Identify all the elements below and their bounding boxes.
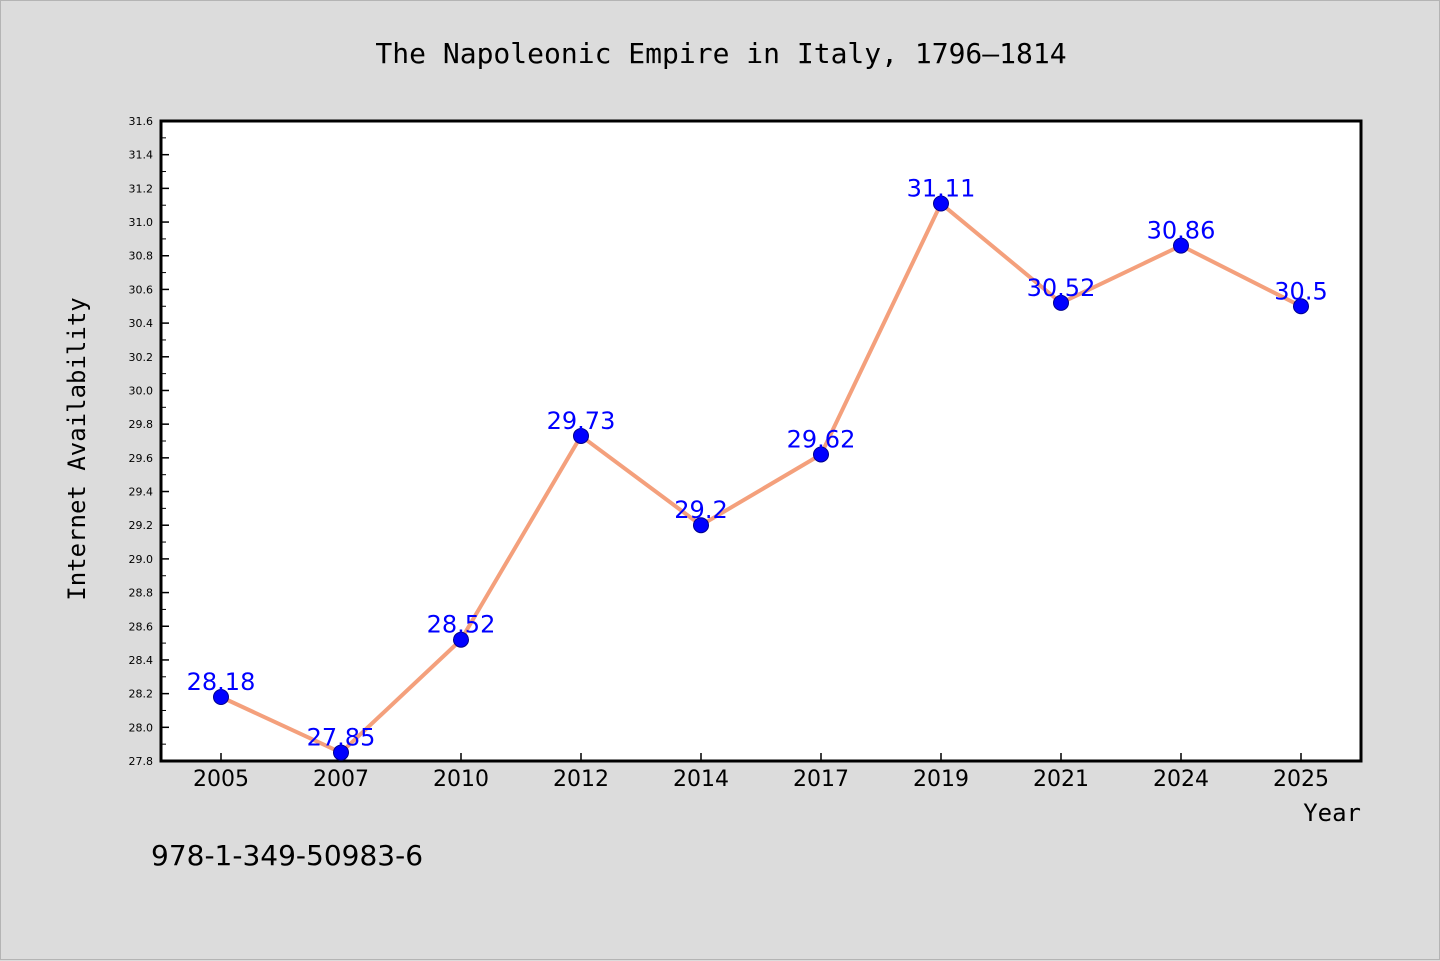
x-tick-label: 2012 (553, 767, 609, 792)
y-axis: 27.8 28.0 28.2 28.4 28.6 28.8 29.0 29.2 29.4 29.6… (129, 115, 169, 768)
x-tick-label: 2019 (913, 767, 969, 792)
data-point (1293, 298, 1309, 315)
y-tick-label: 28.6 (129, 620, 154, 633)
y-tick-label: 31.4 (129, 149, 154, 162)
x-tick-label: 2007 (313, 767, 369, 792)
y-tick-label: 28.0 (129, 721, 154, 734)
plot-area (159, 119, 1363, 763)
data-label: 28.52 (427, 611, 496, 639)
y-tick-label: 31.0 (129, 216, 154, 229)
data-label: 29.73 (547, 407, 616, 435)
x-tick-label: 2005 (193, 767, 249, 792)
data-point (333, 744, 349, 761)
series-markers (213, 195, 1309, 761)
x-tick-label: 2024 (1153, 767, 1209, 792)
x-tick-label: 2010 (433, 767, 489, 792)
x-axis-title: Year (1303, 799, 1361, 827)
y-tick-label: 29.8 (129, 418, 154, 431)
y-tick-label: 28.8 (129, 587, 154, 600)
x-axis: 2005 2007 2010 2012 2014 2017 2019 2021 2024 2025 (193, 753, 1329, 792)
data-point (213, 689, 229, 705)
data-point (1173, 237, 1189, 254)
y-tick-label: 28.2 (129, 688, 154, 701)
chart-title: The Napoleonic Empire in Italy, 1796–181… (375, 37, 1066, 70)
y-tick-label: 30.4 (129, 317, 154, 330)
y-tick-label: 31.6 (129, 115, 154, 128)
data-point (573, 427, 589, 444)
data-point (453, 631, 469, 648)
y-tick-label: 30.8 (129, 250, 154, 263)
data-point (1053, 294, 1069, 311)
y-tick-label: 29.4 (129, 486, 154, 499)
x-tick-label: 2017 (793, 767, 849, 792)
y-axis-title: Internet Availability (63, 297, 91, 600)
y-tick-label: 30.6 (129, 283, 154, 296)
data-label: 30.86 (1147, 217, 1216, 245)
data-label: 29.62 (787, 425, 856, 453)
isbn-footer: 978-1-349-50983-6 (151, 839, 423, 872)
y-tick-label: 28.4 (129, 654, 154, 667)
data-label: 29.2 (674, 496, 727, 524)
data-label: 30.52 (1027, 274, 1096, 302)
data-point (933, 195, 949, 212)
y-tick-label: 29.2 (129, 519, 154, 532)
y-tick-label: 30.0 (129, 384, 154, 397)
series-line (220, 201, 1302, 755)
data-point (813, 446, 829, 463)
x-tick-label: 2014 (673, 767, 729, 792)
y-tick-label: 30.2 (129, 351, 154, 364)
data-label: 27.85 (307, 724, 376, 752)
data-label: 28.18 (187, 668, 256, 696)
data-label: 31.11 (907, 175, 976, 203)
data-label: 30.5 (1274, 277, 1327, 305)
y-tick-label: 29.6 (129, 452, 154, 465)
data-labels: 28.18 27.85 28.52 29.73 29.2 29.62 31.11 30.52 3… (187, 175, 1328, 752)
x-tick-label: 2025 (1273, 767, 1329, 792)
y-tick-label: 29.0 (129, 553, 154, 566)
y-tick-label: 27.8 (129, 755, 154, 768)
data-point (693, 517, 709, 534)
x-tick-label: 2021 (1033, 767, 1089, 792)
y-tick-label: 31.2 (129, 182, 154, 195)
